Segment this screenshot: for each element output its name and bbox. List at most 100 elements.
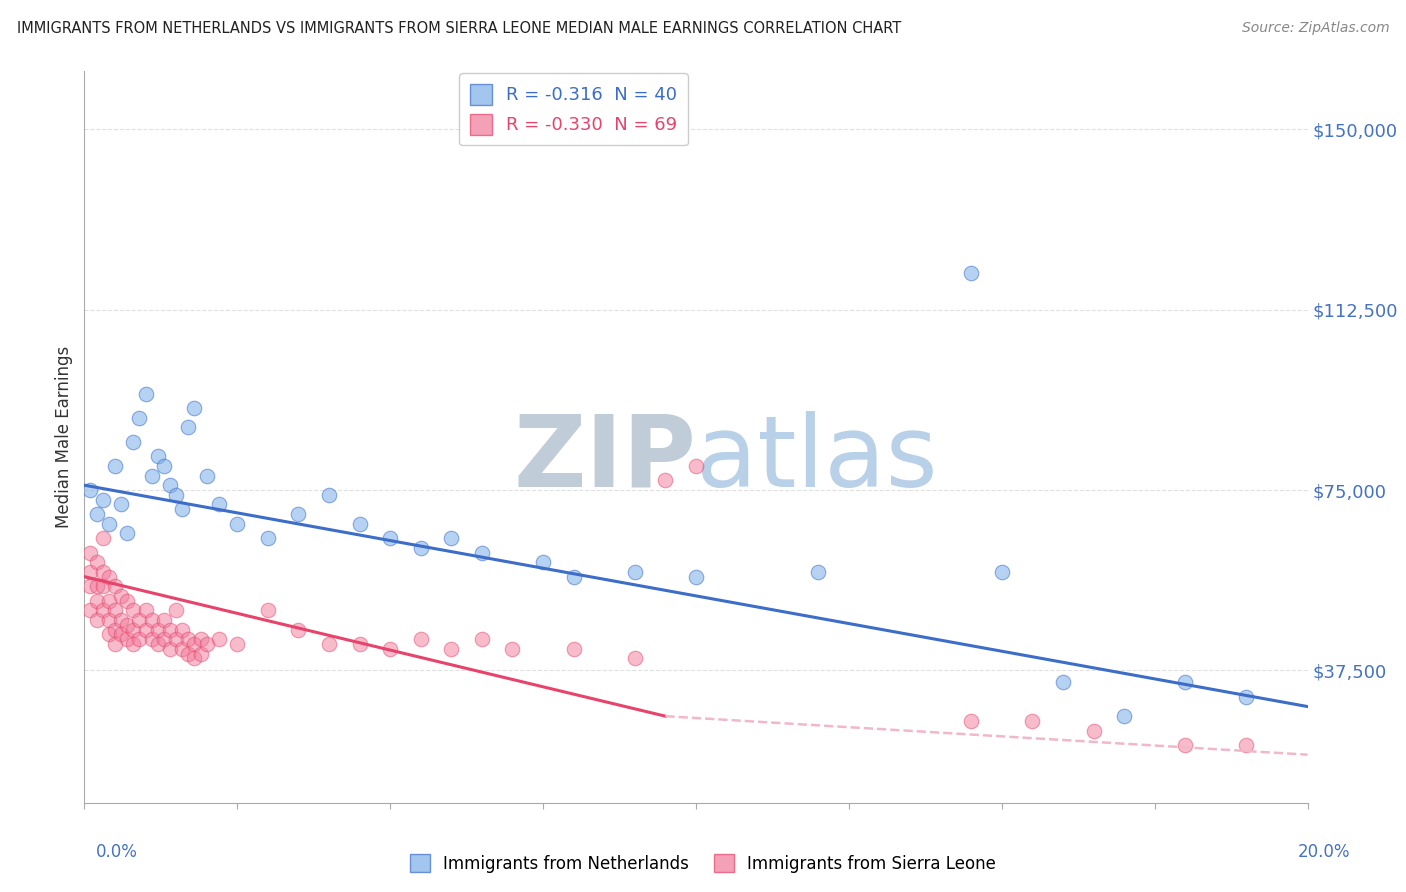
Point	[91, 492, 114, 507]
Point	[183, 637, 205, 651]
Point	[97, 569, 120, 583]
Point	[86, 613, 108, 627]
Point	[91, 603, 114, 617]
Point	[79, 545, 101, 559]
Point	[1174, 738, 1197, 752]
Point	[128, 410, 150, 425]
Point	[807, 565, 830, 579]
Text: atlas: atlas	[696, 410, 938, 508]
Point	[1021, 714, 1043, 728]
Point	[135, 386, 157, 401]
Point	[991, 565, 1014, 579]
Point	[177, 647, 200, 661]
Text: ZIP: ZIP	[513, 410, 696, 508]
Point	[195, 468, 218, 483]
Text: 0.0%: 0.0%	[96, 843, 138, 861]
Point	[172, 641, 194, 656]
Point	[172, 502, 194, 516]
Point	[409, 541, 432, 555]
Point	[153, 632, 176, 647]
Point	[122, 623, 145, 637]
Point	[104, 637, 127, 651]
Point	[110, 589, 132, 603]
Point	[1114, 709, 1136, 723]
Point	[146, 637, 169, 651]
Point	[318, 488, 340, 502]
Point	[79, 565, 101, 579]
Point	[685, 458, 707, 473]
Point	[562, 641, 585, 656]
Point	[122, 434, 145, 449]
Point	[471, 632, 494, 647]
Point	[97, 627, 120, 641]
Point	[135, 623, 157, 637]
Point	[190, 647, 212, 661]
Point	[97, 516, 120, 531]
Point	[685, 569, 707, 583]
Point	[257, 531, 280, 545]
Point	[86, 507, 108, 521]
Point	[110, 627, 132, 641]
Point	[1174, 675, 1197, 690]
Point	[960, 267, 983, 281]
Point	[128, 632, 150, 647]
Point	[165, 488, 187, 502]
Point	[380, 531, 402, 545]
Point	[97, 613, 120, 627]
Point	[502, 641, 524, 656]
Point	[104, 458, 127, 473]
Point	[287, 507, 309, 521]
Point	[91, 579, 114, 593]
Point	[86, 555, 108, 569]
Point	[115, 526, 138, 541]
Point	[624, 651, 647, 665]
Point	[624, 565, 647, 579]
Point	[654, 474, 676, 488]
Point	[440, 531, 463, 545]
Point	[287, 623, 309, 637]
Text: IMMIGRANTS FROM NETHERLANDS VS IMMIGRANTS FROM SIERRA LEONE MEDIAN MALE EARNINGS: IMMIGRANTS FROM NETHERLANDS VS IMMIGRANT…	[17, 21, 901, 37]
Point	[128, 613, 150, 627]
Point	[79, 579, 101, 593]
Point	[195, 637, 218, 651]
Point	[471, 545, 494, 559]
Point	[135, 603, 157, 617]
Legend: R = -0.316  N = 40, R = -0.330  N = 69: R = -0.316 N = 40, R = -0.330 N = 69	[460, 73, 688, 145]
Point	[104, 579, 127, 593]
Point	[141, 632, 163, 647]
Point	[159, 641, 181, 656]
Point	[153, 458, 176, 473]
Point	[318, 637, 340, 651]
Text: 20.0%: 20.0%	[1298, 843, 1350, 861]
Point	[183, 651, 205, 665]
Point	[115, 593, 138, 607]
Point	[153, 613, 176, 627]
Point	[159, 623, 181, 637]
Point	[104, 623, 127, 637]
Point	[1236, 738, 1258, 752]
Point	[1052, 675, 1074, 690]
Point	[91, 565, 114, 579]
Point	[349, 516, 371, 531]
Point	[183, 401, 205, 416]
Point	[91, 531, 114, 545]
Point	[409, 632, 432, 647]
Point	[562, 569, 585, 583]
Point	[86, 593, 108, 607]
Point	[226, 637, 249, 651]
Point	[349, 637, 371, 651]
Point	[165, 632, 187, 647]
Legend: Immigrants from Netherlands, Immigrants from Sierra Leone: Immigrants from Netherlands, Immigrants …	[404, 847, 1002, 880]
Point	[86, 579, 108, 593]
Point	[257, 603, 280, 617]
Point	[146, 623, 169, 637]
Point	[531, 555, 554, 569]
Point	[141, 468, 163, 483]
Point	[79, 483, 101, 497]
Point	[380, 641, 402, 656]
Point	[1083, 723, 1105, 738]
Point	[1236, 690, 1258, 704]
Point	[146, 450, 169, 464]
Text: Source: ZipAtlas.com: Source: ZipAtlas.com	[1241, 21, 1389, 36]
Point	[115, 617, 138, 632]
